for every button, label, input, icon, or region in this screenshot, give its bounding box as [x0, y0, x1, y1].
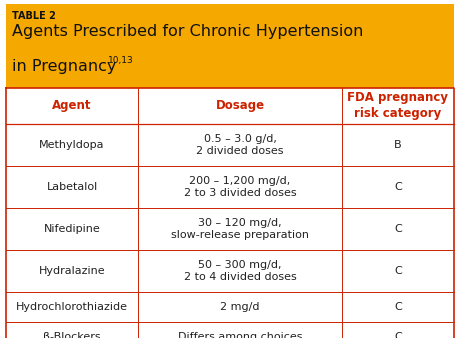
Text: 10,13: 10,13	[108, 56, 134, 65]
Text: TABLE 2: TABLE 2	[12, 11, 56, 21]
Text: FDA pregnancy
risk category: FDA pregnancy risk category	[347, 92, 448, 121]
Text: Agents Prescribed for Chronic Hypertension: Agents Prescribed for Chronic Hypertensi…	[12, 24, 363, 39]
Bar	[6, 88, 453, 124]
Text: C: C	[393, 302, 401, 312]
Bar	[6, 292, 453, 322]
Text: β-Blockers: β-Blockers	[43, 332, 101, 338]
Text: C: C	[393, 266, 401, 276]
Text: 2 mg/d: 2 mg/d	[220, 302, 259, 312]
Text: Labetalol: Labetalol	[46, 182, 97, 192]
Text: 200 – 1,200 mg/d,
2 to 3 divided doses: 200 – 1,200 mg/d, 2 to 3 divided doses	[183, 176, 296, 198]
Bar	[6, 166, 453, 208]
Text: Differs among choices: Differs among choices	[178, 332, 302, 338]
Bar	[6, 208, 453, 250]
Text: Agent: Agent	[52, 99, 92, 113]
Text: Hydrochlorothiazide: Hydrochlorothiazide	[16, 302, 128, 312]
Bar	[6, 250, 453, 292]
Text: 0.5 – 3.0 g/d,
2 divided doses: 0.5 – 3.0 g/d, 2 divided doses	[196, 134, 283, 156]
Text: in Pregnancy: in Pregnancy	[12, 59, 116, 74]
Text: 50 – 300 mg/d,
2 to 4 divided doses: 50 – 300 mg/d, 2 to 4 divided doses	[183, 260, 296, 282]
Text: Hydralazine: Hydralazine	[39, 266, 105, 276]
Text: Methyldopa: Methyldopa	[39, 140, 105, 150]
Text: C: C	[393, 224, 401, 234]
Bar	[6, 322, 453, 338]
Text: Dosage: Dosage	[215, 99, 264, 113]
Text: Nifedipine: Nifedipine	[44, 224, 100, 234]
Text: C: C	[393, 182, 401, 192]
Text: 30 – 120 mg/d,
slow-release preparation: 30 – 120 mg/d, slow-release preparation	[171, 218, 308, 240]
Text: C: C	[393, 332, 401, 338]
Bar	[6, 124, 453, 166]
Bar	[6, 4, 453, 88]
Text: B: B	[393, 140, 401, 150]
